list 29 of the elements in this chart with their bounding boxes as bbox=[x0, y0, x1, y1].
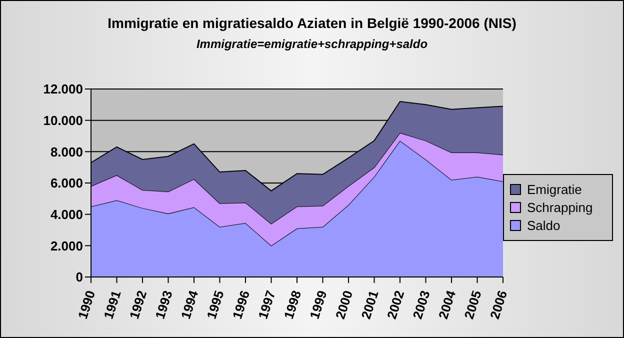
chart-subtitle: Immigratie=emigratie+schrapping+saldo bbox=[195, 37, 429, 51]
x-tick-label: 2001 bbox=[358, 288, 382, 321]
x-tick-label: 2006 bbox=[486, 288, 510, 321]
x-tick-label: 1992 bbox=[126, 288, 150, 321]
x-tick-label: 1997 bbox=[255, 288, 278, 321]
x-tick-label: 2002 bbox=[384, 288, 408, 321]
y-tick-label: 12.000 bbox=[43, 82, 83, 97]
legend-label: Saldo bbox=[527, 218, 560, 232]
legend-label: Schrapping bbox=[527, 200, 593, 214]
y-tick-label: 8.000 bbox=[50, 144, 83, 160]
y-tick-label: 4.000 bbox=[50, 206, 83, 222]
chart-title: Immigratie en migratiesaldo Aziaten in België 1990-2006 (NIS) bbox=[106, 15, 518, 31]
legend-label: Emigratie bbox=[527, 182, 582, 196]
x-tick-label: 1993 bbox=[152, 288, 176, 321]
y-tick-label: 2.000 bbox=[50, 238, 83, 254]
x-tick-label: 2004 bbox=[435, 288, 459, 321]
x-tick-label: 1991 bbox=[100, 288, 124, 321]
x-tick-label: 2005 bbox=[461, 288, 484, 321]
x-tick-label: 1995 bbox=[204, 288, 227, 321]
y-tick-label: 10.000 bbox=[43, 112, 83, 128]
x-tick-label: 1996 bbox=[229, 288, 253, 321]
x-tick-label: 1999 bbox=[306, 288, 330, 321]
y-tick-label: 6.000 bbox=[50, 176, 83, 191]
y-tick-label: 0 bbox=[76, 270, 83, 285]
x-tick-label: 1998 bbox=[280, 288, 304, 321]
x-tick-label: 2000 bbox=[332, 288, 356, 321]
x-tick-label: 1990 bbox=[74, 288, 98, 321]
x-tick-label: 2003 bbox=[410, 288, 433, 321]
x-tick-label: 1994 bbox=[178, 288, 202, 321]
